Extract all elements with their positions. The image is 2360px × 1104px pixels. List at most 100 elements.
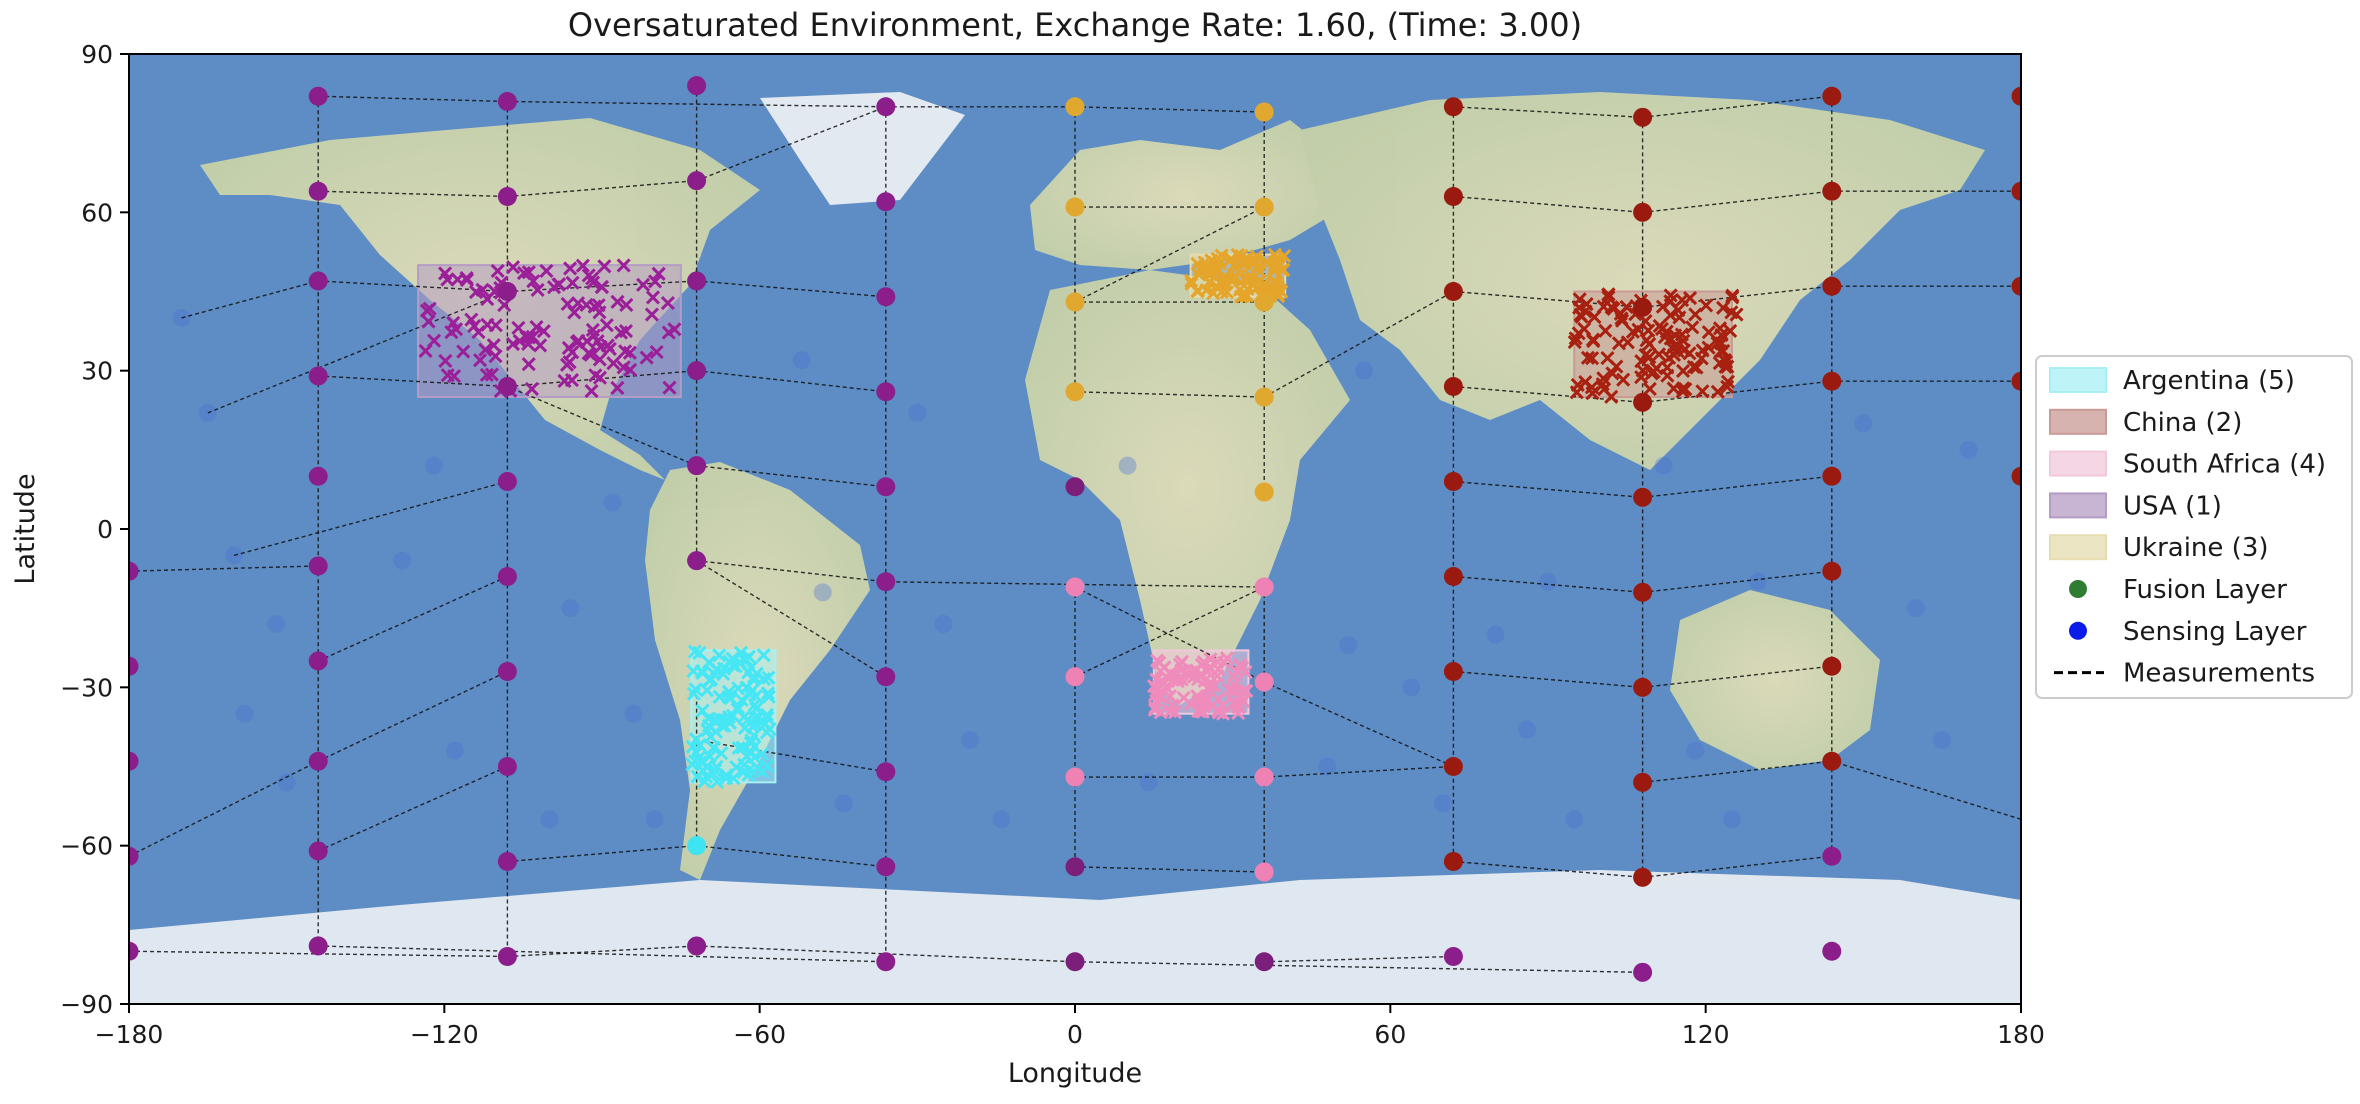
fusion-node-usa (1822, 941, 1842, 961)
sensor-marker-south-africa (1151, 686, 1166, 701)
fusion-node-usa (1443, 947, 1463, 966)
sensor-marker-argentina (731, 681, 746, 696)
fusion-node-china (2011, 181, 2021, 201)
sensor-marker-usa (599, 318, 614, 333)
sensor-marker-usa (488, 318, 503, 333)
world-basemap (129, 92, 2021, 1004)
sensor-marker-usa (459, 270, 474, 286)
fusion-node-china (1822, 371, 1842, 391)
fusion-node-china (1822, 86, 1842, 106)
fusion-node-china (2011, 371, 2021, 391)
measurement-line (1453, 575, 1643, 594)
sensing-node (1118, 456, 1137, 475)
sensor-marker-usa (586, 275, 601, 290)
measurement-line (507, 385, 697, 467)
sensor-marker-argentina (700, 723, 715, 738)
fusion-node-unassigned (1065, 477, 1085, 497)
measurement-line (1453, 860, 1643, 879)
fusion-node-usa (687, 361, 707, 381)
sensor-marker-ukraine (1193, 262, 1208, 277)
sensor-marker-usa (575, 258, 590, 273)
y-axis-ticks: −90 −60 −30 0 30 60 90 (60, 40, 129, 1019)
measurement-line (1831, 760, 2021, 820)
fusion-node-usa (876, 667, 896, 687)
measurement-line (1453, 106, 1643, 119)
sensor-marker-argentina (739, 652, 754, 668)
sensor-marker-usa (505, 337, 521, 352)
sensor-marker-ukraine (1249, 253, 1264, 269)
region-usa (417, 264, 682, 399)
measurement-line (507, 179, 697, 198)
fusion-node-ukraine (1254, 102, 1274, 122)
sensor-marker-south-africa (1202, 659, 1217, 675)
fusion-node-china (1822, 181, 1842, 201)
fusion-node-china (1443, 187, 1463, 206)
sensor-marker-south-africa (1191, 703, 1206, 719)
sensing-node (1486, 625, 1505, 644)
measurement-line (696, 844, 886, 868)
sensor-marker-china (1578, 304, 1593, 319)
sensor-marker-china (1713, 344, 1728, 359)
sensing-node (1959, 440, 1978, 459)
fusion-node-china (1443, 662, 1463, 681)
sensor-marker-china (1568, 331, 1583, 346)
legend-frame (2035, 355, 2353, 699)
measurement-line (696, 280, 886, 298)
sensor-marker-china (1685, 320, 1700, 335)
x-axis-ticks: −180 −120 −60 0 60 120 180 (95, 1004, 2045, 1049)
sensor-marker-argentina (690, 769, 705, 784)
sensor-marker-usa (660, 295, 675, 311)
fusion-node-unassigned (1065, 857, 1085, 877)
sensing-node (277, 773, 296, 792)
sensor-marker-ukraine (1230, 247, 1245, 263)
sensor-marker-china (1598, 323, 1613, 338)
sensor-marker-china (1615, 313, 1630, 328)
sensor-marker-south-africa (1176, 690, 1191, 705)
sensor-marker-argentina (743, 660, 759, 675)
sensor-marker-south-africa (1226, 669, 1241, 684)
sensor-marker-china (1701, 325, 1716, 340)
sensor-marker-usa (616, 258, 631, 273)
sensor-marker-argentina (712, 648, 727, 663)
sensor-marker-china (1695, 384, 1710, 399)
legend-swatch (2049, 408, 2107, 435)
legend-label: Argentina (5) (2123, 366, 2295, 396)
sensor-marker-south-africa (1215, 706, 1231, 721)
measurement-line (1074, 391, 1265, 398)
sensor-marker-china (1710, 384, 1725, 399)
sensor-marker-usa (559, 357, 575, 372)
sensor-marker-usa (525, 329, 540, 344)
sensor-marker-argentina (759, 725, 775, 740)
fusion-node-china (1633, 582, 1653, 602)
measurement-line (1642, 95, 1832, 119)
fusion-node-ukraine (1254, 482, 1274, 502)
sensing-node (424, 456, 443, 475)
fusion-node-ukraine (1065, 197, 1085, 217)
sensor-marker-usa (536, 324, 551, 339)
sensor-marker-china (1596, 299, 1611, 314)
sensor-marker-china (1663, 288, 1678, 303)
sensor-marker-argentina (760, 686, 775, 701)
sensing-node (540, 810, 559, 829)
fusion-node-usa (687, 936, 707, 956)
sensor-marker-china (1620, 335, 1635, 350)
measurement-line (129, 760, 319, 857)
sensor-marker-ukraine (1267, 258, 1282, 273)
fusion-node-china (1633, 297, 1653, 317)
sensor-marker-usa (521, 265, 536, 280)
sensing-node (1318, 757, 1337, 776)
sensor-marker-usa (497, 297, 512, 313)
sensor-marker-china (1657, 330, 1672, 345)
sensor-marker-south-africa (1201, 682, 1216, 697)
fusion-node-china (1633, 487, 1653, 507)
land-europe (1030, 120, 1340, 270)
land-greenland (760, 92, 965, 205)
legend-label: South Africa (4) (2123, 450, 2326, 480)
fusion-node-usa (876, 857, 896, 877)
sensing-node (1722, 810, 1741, 829)
sensor-marker-usa (565, 345, 580, 360)
fusion-node-usa (308, 556, 328, 576)
legend-label: USA (1) (2123, 491, 2222, 521)
measurement-line (507, 844, 697, 863)
sensor-marker-south-africa (1233, 687, 1248, 702)
